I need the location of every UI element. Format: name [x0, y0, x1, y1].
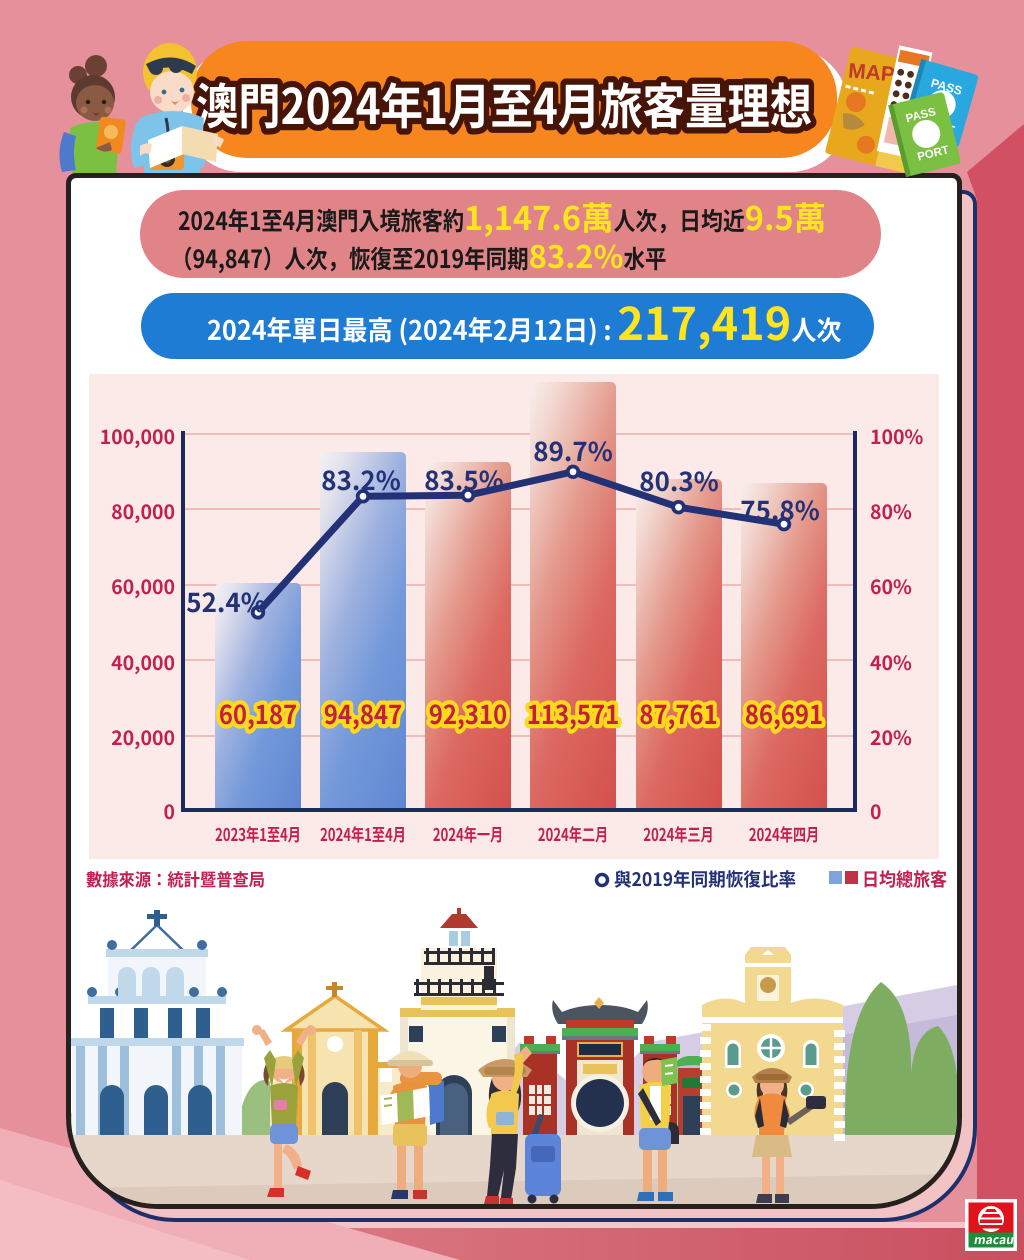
svg-text:MAP: MAP: [847, 59, 895, 86]
